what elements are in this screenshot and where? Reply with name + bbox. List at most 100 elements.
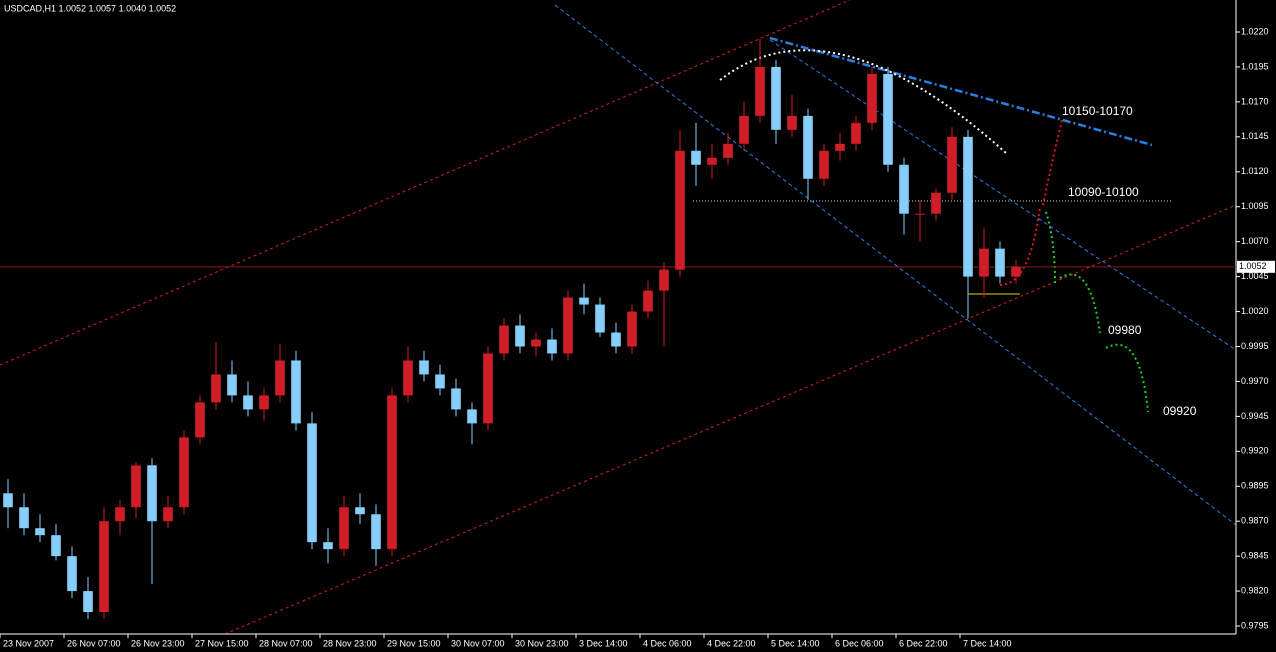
candle-body [995,248,1005,277]
candle-body [83,591,93,613]
candle-body [227,374,237,396]
candle-body [147,465,157,522]
y-tick-label: 0.9945 [1241,411,1269,421]
candle-body [35,528,45,536]
candle-body [131,465,141,508]
channel-line [554,4,1237,526]
x-tick-label: 4 Dec 06:00 [643,638,692,648]
y-tick-label: 0.9970 [1241,376,1269,386]
candle-body [659,269,669,291]
candle-body [435,374,445,389]
candle-body [515,325,525,347]
x-tick-label: 23 Nov 2007 [3,638,54,648]
candle-body [339,507,349,550]
y-tick-label: 1.0170 [1241,96,1269,106]
x-tick-label: 5 Dec 14:00 [771,638,820,648]
x-tick-label: 6 Dec 06:00 [835,638,884,648]
candle-body [675,150,685,270]
y-tick-label: 1.0070 [1241,236,1269,246]
candle-body [979,248,989,277]
x-tick-label: 3 Dec 14:00 [579,638,628,648]
candle-body [275,360,285,396]
candle-body [467,409,477,424]
candle-body [163,507,173,522]
channel-line [0,0,851,366]
candle-body [451,388,461,410]
candle-body [99,521,109,613]
candle-body [243,395,253,410]
last-price-box [1237,260,1275,273]
candle-body [723,143,733,158]
y-tick-label: 1.0145 [1241,131,1269,141]
candle-body [323,542,333,550]
channel-line [769,39,1237,351]
y-tick-label: 0.9895 [1241,481,1269,491]
candle-body [195,402,205,438]
candle-body [291,360,301,424]
candle-body [579,297,589,305]
annotation: 09980 [1108,323,1142,337]
candle-body [899,164,909,214]
candle-body [707,157,717,165]
candle-body [355,507,365,515]
candle-body [179,437,189,508]
x-tick-label: 30 Nov 23:00 [515,638,569,648]
annotation: 10090-10100 [1068,185,1139,199]
candle-body [915,213,925,215]
arrow-path [719,49,1007,154]
candle-body [403,360,413,396]
x-tick-label: 26 Nov 07:00 [67,638,121,648]
y-tick-label: 1.0020 [1241,306,1269,316]
x-tick-label: 26 Nov 23:00 [131,638,185,648]
y-tick-label: 1.0195 [1241,61,1269,71]
candle-body [691,150,701,165]
x-tick-label: 7 Dec 14:00 [963,638,1012,648]
candle-body [531,339,541,347]
candle-body [771,66,781,130]
candle-body [867,73,877,123]
candle-body [19,507,29,529]
candle-body [883,73,893,165]
y-tick-label: 1.0220 [1241,26,1269,36]
candle-body [547,339,557,354]
candle-body [627,311,637,347]
y-tick-label: 0.9820 [1241,585,1269,595]
arrow-path [1105,343,1149,413]
arrow-path [999,206,1041,286]
candle-body [499,325,509,354]
x-tick-label: 28 Nov 23:00 [323,638,377,648]
trend-line [769,36,1153,147]
arrow-path [1045,211,1056,284]
annotation: 10150-10170 [1062,104,1133,118]
candle-body [387,395,397,550]
candle-body [787,115,797,130]
candle-body [643,290,653,312]
candle-body [371,514,381,550]
candle-body [115,507,125,522]
candle-body [851,122,861,144]
y-tick-label: 1.0120 [1241,166,1269,176]
candle-body [611,332,621,347]
annotation: 09920 [1163,404,1197,418]
last-price-label: 1.0052 [1239,261,1267,271]
candle-body [259,395,269,410]
candle-body [563,297,573,354]
candle-body [211,374,221,403]
y-tick-label: 0.9995 [1241,341,1269,351]
candle-body [803,115,813,179]
y-tick-label: 0.9920 [1241,446,1269,456]
y-tick-label: 0.9795 [1241,620,1269,630]
candle-body [931,192,941,214]
candle-body [819,150,829,179]
candle-body [755,66,765,116]
x-tick-label: 28 Nov 07:00 [259,638,313,648]
candle-body [483,353,493,424]
x-tick-label: 27 Nov 15:00 [195,638,249,648]
y-tick-label: 1.0045 [1241,271,1269,281]
x-tick-label: 6 Dec 22:00 [899,638,948,648]
chart-title: USDCAD,H1 1.0052 1.0057 1.0040 1.0052 [4,3,176,13]
arrow-path [1059,273,1101,334]
y-tick-label: 0.9845 [1241,551,1269,561]
